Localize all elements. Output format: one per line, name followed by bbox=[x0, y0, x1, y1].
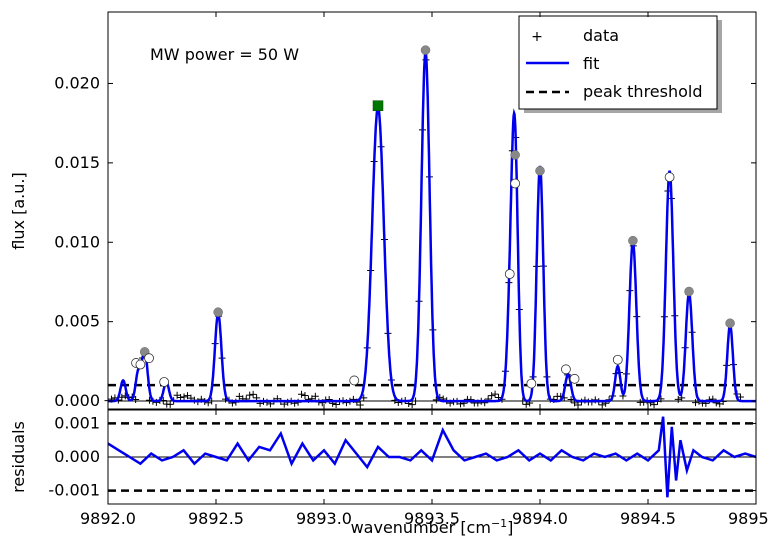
peak-markers bbox=[131, 45, 735, 389]
data-point bbox=[298, 390, 306, 398]
peak-marker-open bbox=[135, 359, 146, 370]
x-ticks: 9892.0 9892.5 9893.0 9893.5 9894.0 9894.5 9895… bbox=[80, 12, 768, 528]
data-point bbox=[692, 399, 700, 407]
legend: + data fit peak threshold bbox=[518, 15, 722, 113]
main-y-tick-label: 0.000 bbox=[54, 391, 100, 410]
peak-marker-filled bbox=[684, 286, 694, 297]
x-axis-label-superscript: −1 bbox=[491, 517, 507, 530]
fit-curve bbox=[108, 51, 756, 403]
main-y-tick-label: 0.020 bbox=[54, 73, 100, 92]
main-y-tick-label: 0.015 bbox=[54, 153, 100, 172]
x-tick-label: 9892.5 bbox=[188, 509, 244, 528]
x-axis-label-suffix: ] bbox=[507, 518, 513, 537]
data-point bbox=[674, 395, 682, 403]
residuals-y-axis-label: residuals bbox=[9, 421, 28, 493]
peak-marker-filled bbox=[535, 166, 545, 176]
peak-marker-filled bbox=[628, 235, 638, 246]
legend-fit-label: fit bbox=[583, 54, 599, 73]
x-tick-label: 9895.0 bbox=[728, 509, 768, 528]
peak-marker-open bbox=[510, 178, 521, 189]
data-point bbox=[574, 401, 582, 409]
data-point bbox=[408, 401, 416, 409]
x-tick-label: 9894.0 bbox=[512, 509, 568, 528]
main-y-tick-label: 0.010 bbox=[54, 232, 100, 251]
main-y-tick-label: 0.005 bbox=[54, 312, 100, 331]
data-point bbox=[412, 397, 420, 405]
data-point bbox=[678, 394, 686, 402]
fit-line bbox=[108, 51, 756, 403]
residuals-curve bbox=[107, 416, 757, 498]
data-point bbox=[356, 401, 364, 409]
peak-marker-filled bbox=[213, 307, 223, 317]
x-tick-label: 9892.0 bbox=[80, 509, 136, 528]
data-point bbox=[522, 400, 530, 408]
peak-marker-filled bbox=[510, 150, 520, 160]
legend-threshold-label: peak threshold bbox=[583, 82, 703, 101]
residuals-y-ticks: 0.001 0.000 -0.001 bbox=[48, 413, 756, 500]
data-point bbox=[491, 390, 499, 398]
residuals-y-tick-label: 0.000 bbox=[54, 447, 100, 466]
peak-marker-open bbox=[612, 354, 623, 365]
peak-marker-open bbox=[569, 373, 580, 384]
peak-marker-open bbox=[349, 375, 360, 386]
x-axis-label-prefix: wavenumber [cm bbox=[351, 518, 491, 537]
residuals-threshold-lines bbox=[108, 422, 756, 492]
annotation-mw-power: MW power = 50 W bbox=[150, 45, 299, 64]
peak-marker-filled bbox=[420, 45, 431, 55]
x-axis-label: wavenumber [cm−1] bbox=[351, 517, 514, 537]
data-point bbox=[180, 393, 188, 401]
peak-marker-open bbox=[504, 269, 515, 279]
peak-marker-open bbox=[526, 378, 537, 389]
peak-marker-open bbox=[159, 377, 170, 387]
data-point bbox=[249, 390, 257, 398]
peak-marker-filled bbox=[725, 318, 735, 328]
peak-marker-open bbox=[561, 364, 571, 375]
data-point bbox=[301, 392, 309, 400]
residuals-y-tick-label: 0.001 bbox=[54, 413, 100, 432]
data-point bbox=[246, 391, 254, 399]
x-tick-label: 9893.0 bbox=[296, 509, 352, 528]
x-tick-label: 9893.5 bbox=[404, 509, 460, 528]
data-point bbox=[311, 392, 319, 400]
peak-marker-open bbox=[144, 353, 154, 364]
peak-marker-square bbox=[372, 100, 384, 111]
residuals-y-tick-label: -0.001 bbox=[48, 481, 100, 500]
legend-data-marker: + bbox=[531, 29, 543, 45]
data-point bbox=[650, 401, 658, 409]
data-point bbox=[166, 400, 174, 408]
data-point bbox=[598, 401, 606, 409]
main-y-ticks: 0.000 0.005 0.010 0.015 0.020 bbox=[54, 73, 756, 410]
data-point bbox=[488, 392, 496, 400]
main-y-axis-label: flux [a.u.] bbox=[9, 172, 28, 249]
x-tick-label: 9894.5 bbox=[620, 509, 676, 528]
peak-marker-open bbox=[664, 172, 675, 183]
residuals-line bbox=[107, 416, 757, 498]
legend-data-label: data bbox=[583, 26, 619, 45]
